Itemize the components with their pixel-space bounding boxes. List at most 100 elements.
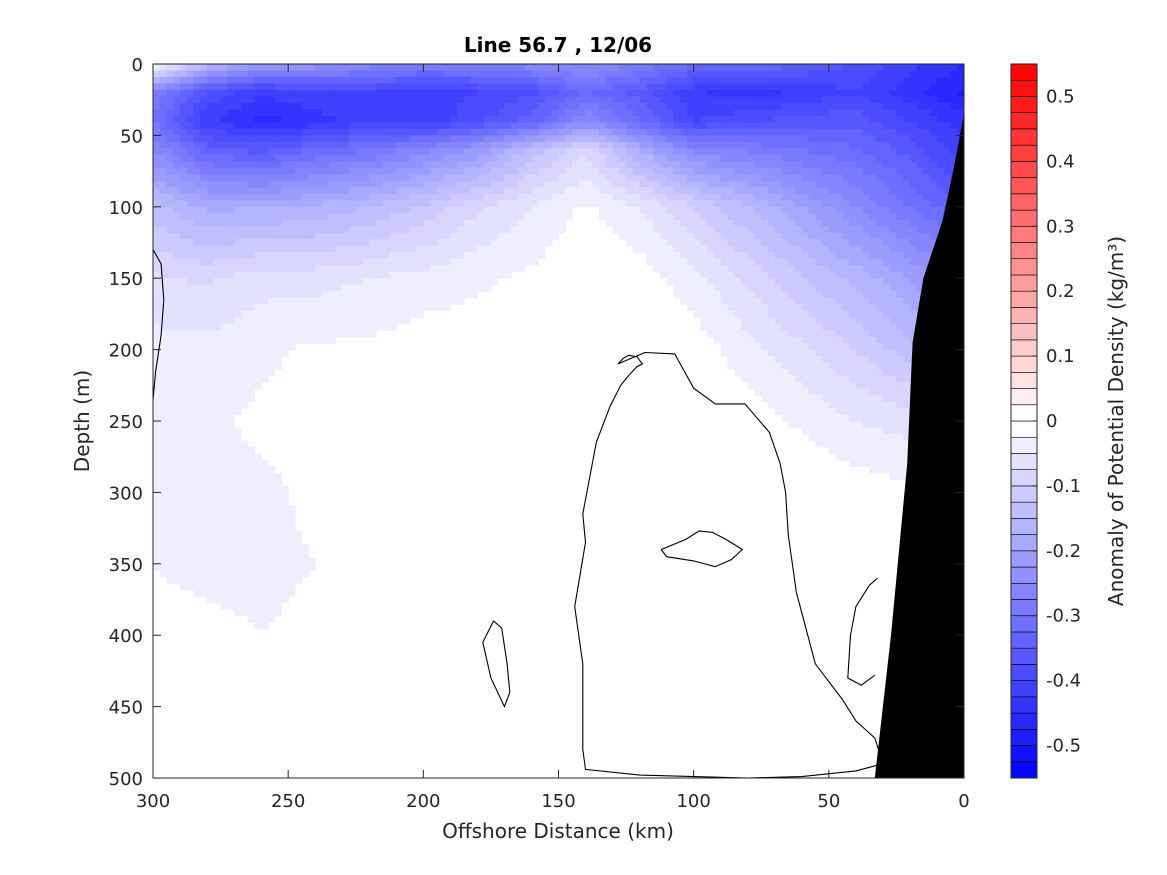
- field-cell: [335, 193, 343, 201]
- field-cell: [409, 89, 418, 98]
- field-cell: [673, 96, 681, 104]
- field-cell: [362, 265, 370, 273]
- field-cell: [795, 291, 803, 299]
- field-cell: [450, 206, 458, 214]
- field-cell: [389, 187, 397, 195]
- field-cell: [186, 83, 195, 91]
- field-cell: [666, 70, 674, 78]
- field-cell: [632, 161, 641, 169]
- field-cell: [646, 226, 654, 234]
- field-cell: [727, 64, 735, 72]
- field-cell: [957, 109, 964, 117]
- field-cell: [335, 278, 343, 286]
- field-cell: [882, 278, 891, 286]
- field-cell: [274, 245, 283, 253]
- field-cell: [639, 76, 647, 85]
- field-cell: [565, 135, 573, 143]
- field-cell: [889, 310, 898, 318]
- field-cell: [713, 336, 722, 344]
- field-cell: [186, 336, 195, 344]
- field-cell: [362, 193, 370, 201]
- field-cell: [511, 115, 519, 124]
- field-cell: [693, 232, 702, 240]
- field-cell: [943, 161, 952, 169]
- field-cell: [294, 109, 303, 117]
- field-cell: [234, 200, 242, 208]
- field-cell: [240, 362, 249, 370]
- field-cell: [612, 96, 620, 104]
- field-cell: [592, 187, 600, 195]
- field-cell: [484, 70, 492, 78]
- field-cell: [862, 362, 870, 370]
- field-cell: [288, 239, 296, 247]
- field-cell: [781, 252, 789, 260]
- field-cell: [849, 83, 857, 91]
- field-cell: [423, 206, 431, 214]
- field-cell: [227, 76, 235, 85]
- field-cell: [213, 154, 222, 162]
- field-cell: [916, 154, 925, 162]
- field-cell: [166, 109, 174, 117]
- field-cell: [342, 115, 350, 124]
- field-cell: [490, 193, 499, 201]
- field-cell: [734, 128, 742, 136]
- field-cell: [889, 219, 898, 227]
- field-cell: [193, 135, 201, 143]
- field-cell: [815, 174, 823, 182]
- field-cell: [328, 193, 337, 201]
- field-cell: [822, 239, 830, 247]
- field-cell: [443, 284, 451, 292]
- field-cell: [342, 128, 350, 136]
- field-cell: [842, 284, 850, 292]
- field-cell: [416, 76, 424, 85]
- field-cell: [261, 70, 269, 78]
- field-cell: [274, 128, 283, 136]
- field-cell: [193, 317, 201, 325]
- field-cell: [200, 265, 208, 273]
- field-cell: [159, 349, 168, 357]
- field-cell: [761, 304, 769, 312]
- field-cell: [227, 89, 235, 98]
- field-cell: [747, 304, 756, 312]
- field-cell: [781, 115, 789, 124]
- field-cell: [153, 258, 161, 266]
- field-cell: [903, 245, 911, 253]
- field-cell: [376, 213, 384, 221]
- field-cell: [876, 89, 884, 98]
- field-cell: [490, 141, 499, 149]
- field-cell: [396, 167, 404, 175]
- field-cell: [477, 89, 485, 98]
- field-cell: [700, 239, 708, 247]
- field-cell: [200, 115, 208, 124]
- field-cell: [680, 167, 688, 175]
- field-cell: [740, 310, 749, 318]
- field-cell: [342, 148, 350, 156]
- field-cell: [403, 245, 411, 253]
- field-cell: [389, 213, 397, 221]
- field-cell: [909, 148, 918, 156]
- field-cell: [484, 252, 492, 260]
- field-cell: [159, 193, 168, 201]
- field-cell: [477, 180, 485, 188]
- field-cell: [605, 89, 614, 98]
- field-cell: [159, 219, 168, 227]
- field-cell: [740, 128, 749, 136]
- field-cell: [261, 141, 269, 149]
- field-cell: [423, 278, 431, 286]
- field-cell: [335, 161, 343, 169]
- field-cell: [166, 310, 174, 318]
- field-cell: [747, 343, 756, 351]
- field-cell: [646, 135, 654, 143]
- field-cell: [227, 369, 235, 377]
- field-cell: [700, 174, 708, 182]
- field-cell: [153, 115, 161, 124]
- field-cell: [193, 154, 201, 162]
- field-cell: [916, 284, 925, 292]
- field-cell: [200, 232, 208, 240]
- field-cell: [761, 219, 769, 227]
- field-cell: [186, 323, 195, 331]
- field-cell: [254, 297, 262, 305]
- field-cell: [855, 102, 864, 111]
- field-cell: [808, 76, 816, 85]
- field-cell: [842, 76, 850, 85]
